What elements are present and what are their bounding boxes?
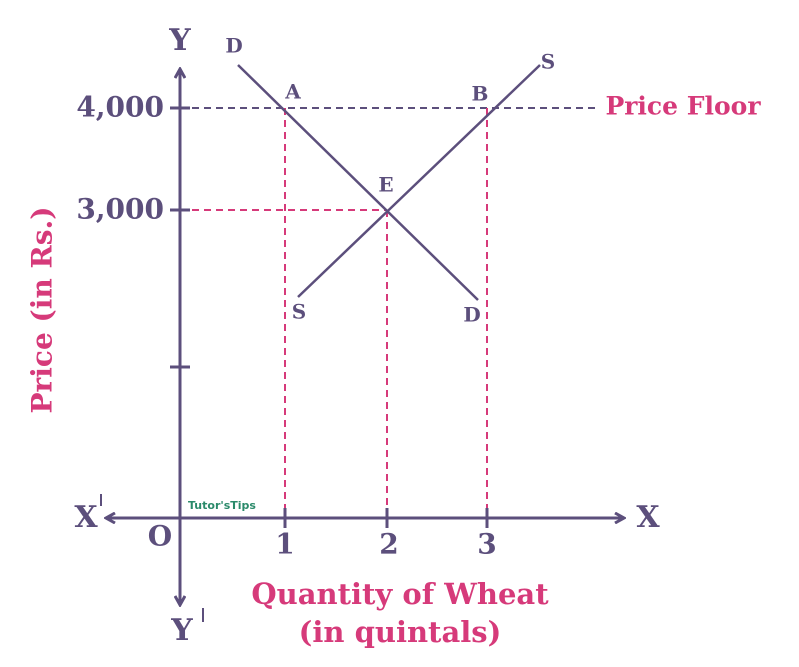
curve-label: D xyxy=(225,34,242,58)
origin-label: O xyxy=(148,520,172,553)
y-axis-label: Y xyxy=(168,23,191,58)
x-tick-label: 1 xyxy=(275,528,294,561)
curve-label: S xyxy=(292,300,306,324)
supply-curve xyxy=(297,64,541,298)
x-axis-label: X xyxy=(636,500,660,535)
x-tick-label: 3 xyxy=(477,528,496,561)
x-axis-label: X xyxy=(74,500,98,535)
point-label: A xyxy=(284,80,301,104)
y-title: Price (in Rs.) xyxy=(26,206,59,413)
x-title: (in quintals) xyxy=(299,615,502,649)
axes xyxy=(100,70,623,622)
x-title: Quantity of Wheat xyxy=(251,577,549,611)
curve-label: S xyxy=(541,50,555,74)
point-label: E xyxy=(378,173,393,197)
guides xyxy=(180,107,600,518)
x-tick-label: 2 xyxy=(379,528,398,561)
y-tick-label: 3,000 xyxy=(76,193,164,226)
point-label: B xyxy=(472,82,489,106)
y-tick-label: 4,000 xyxy=(76,91,164,124)
curve-label: D xyxy=(463,303,480,327)
y-axis-label: Y xyxy=(170,613,193,648)
price-floor-label: Price Floor xyxy=(605,92,761,121)
curves xyxy=(237,64,541,301)
watermark: Tutor'sTips xyxy=(188,499,256,512)
demand-curve xyxy=(237,64,479,301)
